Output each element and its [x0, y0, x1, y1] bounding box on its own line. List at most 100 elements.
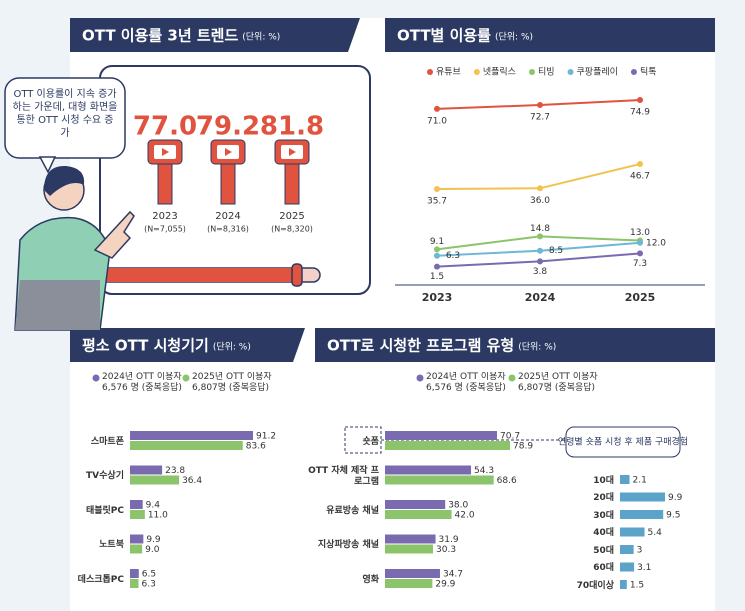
legend-swatch [427, 69, 433, 75]
bar [130, 534, 144, 544]
category-label: 영화 [362, 574, 379, 585]
value-label: 72.7 [530, 112, 550, 122]
panel-unit: (단위: %) [518, 342, 556, 353]
category-label-wrap: 유료방송 채널 [326, 505, 379, 516]
legend-swatch [182, 374, 190, 382]
year-label: 2024 [215, 211, 240, 222]
value-label: 42.0 [455, 511, 475, 521]
tv-icon [210, 139, 246, 205]
category-label: 데스크톱PC [77, 574, 124, 585]
legend-label-wrap: 2024년 OTT 이용자 6,576 명 (중복응답) [102, 372, 182, 393]
value-label: 38.0 [448, 501, 468, 511]
category-label: 노트북 [99, 540, 124, 550]
legend-label-wrap: 2025년 OTT 이용자 6,807명 (중복응답) [192, 372, 272, 393]
bar [130, 441, 243, 450]
point [537, 233, 543, 240]
value-label: 29.9 [435, 580, 455, 590]
tv-stand [284, 159, 300, 205]
value-label: 9.5 [666, 511, 680, 521]
bar [385, 475, 494, 485]
category-label-wrap: TV수상기 [86, 471, 124, 481]
highlight-box [344, 426, 382, 454]
value-label: 13.0 [630, 228, 650, 238]
bar [130, 500, 143, 509]
value-label: 23.8 [165, 466, 185, 476]
x-tick-label: 2023 [422, 291, 453, 304]
category-label: 40대 [593, 528, 614, 538]
legend-swatch [92, 374, 100, 382]
bar [620, 510, 664, 519]
legend-label: 유튜브 [436, 67, 461, 78]
value-label: 81.8 [260, 112, 324, 142]
legend-label: 2025년 OTT 이용자 6,807명 (중복응답) [192, 372, 272, 393]
category-label: 30대 [593, 510, 614, 521]
header [385, 18, 715, 52]
n-label: (N=8,316) [207, 225, 249, 234]
value-label: 34.7 [443, 570, 463, 580]
category-label-wrap: OTT 자체 제작 프로그램 [308, 465, 379, 487]
bar [385, 510, 452, 519]
value-label: 3.8 [533, 267, 548, 277]
value-label: 14.8 [530, 224, 550, 234]
value-label: 9.4 [146, 501, 161, 511]
category-label-wrap: 스마트폰 [91, 437, 124, 447]
category-label-wrap: 70대이상 [577, 581, 614, 591]
value-label: 31.9 [439, 535, 459, 545]
category-label-wrap: 30대 [593, 510, 614, 521]
value-label: 83.6 [246, 442, 266, 452]
speech-tail [38, 156, 57, 174]
category-label-wrap: 60대 [593, 563, 614, 573]
category-label: 유료방송 채널 [326, 505, 379, 516]
bar [130, 569, 139, 578]
bar [620, 562, 635, 572]
panel-title: 평소 OTT 시청기기 [82, 337, 209, 355]
legend-label: 넷플릭스 [483, 66, 516, 78]
n-label: (N=7,055) [144, 225, 186, 234]
category-label: OTT 자체 제작 프로그램 [308, 465, 379, 487]
bar [620, 527, 645, 537]
tv-stand [220, 159, 236, 205]
bar [385, 579, 433, 588]
legend-swatch [528, 69, 535, 75]
inset-title-box [565, 426, 681, 458]
value-label: 71.0 [427, 116, 447, 126]
tv-icon [147, 139, 183, 205]
point [537, 101, 543, 108]
bar [130, 544, 143, 554]
value-label: 46.7 [630, 172, 650, 182]
value-label: 5.4 [648, 528, 663, 538]
value-label: 54.3 [474, 466, 494, 476]
legend-label: 2024년 OTT 이용자 6,576 명 (중복응답) [102, 372, 182, 393]
category-label: 50대 [593, 545, 614, 556]
category-label: TV수상기 [86, 471, 124, 481]
value-label: 3.1 [637, 563, 651, 573]
category-label-wrap: 영화 [362, 574, 379, 585]
value-label: 8.5 [549, 246, 563, 256]
category-label-wrap: 데스크톱PC [77, 574, 124, 585]
legend-swatch [416, 374, 424, 382]
speech-bubble [4, 77, 126, 159]
person-illustration [14, 165, 135, 331]
category-label-wrap: 20대 [593, 493, 614, 503]
category-label-wrap: 노트북 [99, 540, 124, 550]
legend-swatch [630, 69, 637, 75]
play [225, 148, 232, 156]
value-label: 36.0 [530, 196, 550, 206]
slider-knob [291, 263, 303, 287]
bubble-text: OTT 이용률이 지속 증가하는 가운데, 대형 화면을 통한 OTT 시청 수… [12, 89, 118, 139]
legend-swatch [567, 69, 574, 75]
bar [385, 441, 510, 450]
category-label: 태블릿PC [85, 505, 124, 516]
bar [385, 569, 440, 578]
legend-label-wrap: 2024년 OTT 이용자 6,576 명 (중복응답) [426, 372, 506, 393]
category-label: 지상파방송 채널 [317, 540, 379, 550]
legend-label: 쿠팡플레이 [577, 67, 618, 78]
category-label-wrap: 40대 [593, 528, 614, 538]
play [162, 148, 169, 156]
value-label: 9.1 [430, 237, 444, 247]
panel-unit: (단위: %) [213, 342, 251, 353]
value-label: 6.5 [142, 570, 156, 580]
bar [620, 580, 627, 589]
point [537, 247, 543, 254]
